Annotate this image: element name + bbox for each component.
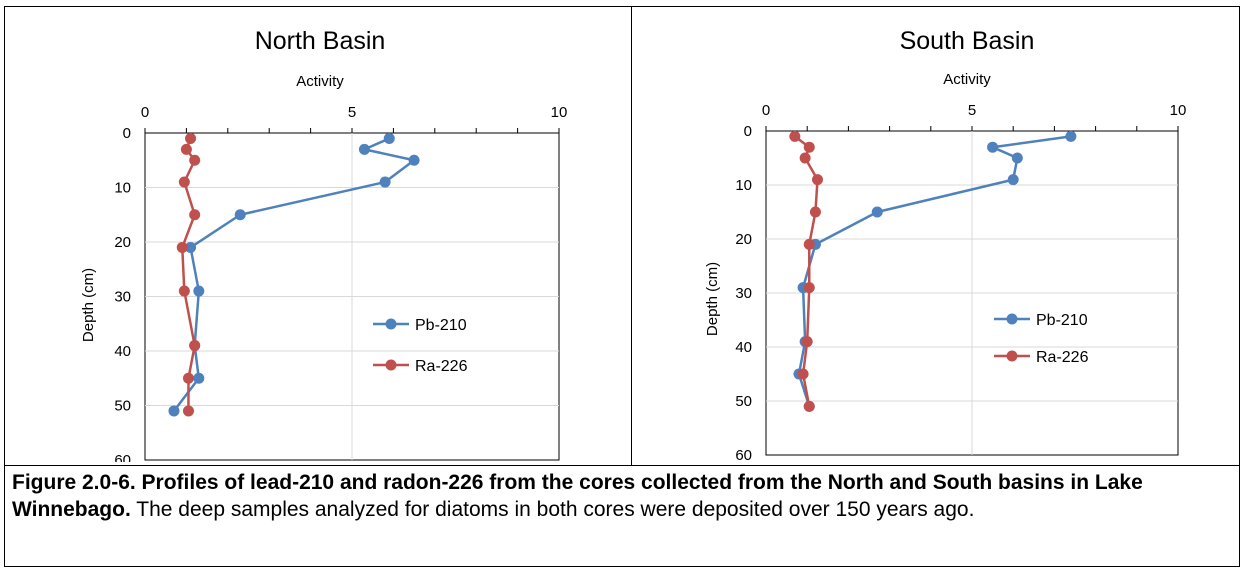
y-tick-label: 40 [114,343,131,360]
series-line-pb210 [172,137,416,412]
tick-labels: 0 5 10 0 10 20 30 40 50 60 [114,104,567,462]
data-point-ra226 [189,340,201,352]
data-point-ra226 [803,400,815,412]
data-point-pb210 [379,176,391,188]
south-basin-chart: South Basin Activity Depth (cm) 0 5 10 0… [704,27,1186,462]
caption-divider [5,465,1239,466]
legend-marker-pb210 [385,318,397,330]
y-axis-label: Depth (cm) [704,262,721,336]
data-point-pb210 [987,141,999,153]
y-tick-label: 50 [735,393,752,410]
x-tick-label: 0 [141,104,149,121]
data-point-pb210 [193,285,205,297]
data-point-ra226 [789,130,801,142]
legend: Pb-210 Ra-226 [373,317,468,375]
legend-label-ra226: Ra-226 [415,358,468,375]
y-tick-label: 10 [114,180,131,197]
data-point-pb210 [1065,130,1077,142]
legend-label-ra226: Ra-226 [1036,349,1089,366]
x-tick-label: 5 [348,104,356,121]
data-point-ra226 [812,174,823,186]
north-basin-chart: North Basin Activity Depth (cm) 0 5 10 0… [80,27,567,462]
legend-marker-ra226 [1006,350,1018,362]
chart-title: South Basin [900,27,1035,55]
data-point-pb210 [1007,174,1019,186]
data-point-ra226 [803,141,815,153]
y-tick-label: 0 [123,125,131,142]
gridlines [144,128,560,461]
x-tick-label: 10 [1170,102,1187,119]
y-tick-label: 0 [744,123,752,140]
data-point-pb210 [383,132,395,144]
data-point-ra226 [180,143,192,155]
data-point-ra226 [178,285,190,297]
legend-item-pb210: Pb-210 [994,312,1088,329]
data-point-ra226 [797,368,809,380]
legend-label-pb210: Pb-210 [415,317,467,334]
y-tick-label: 10 [735,177,752,194]
legend: Pb-210 Ra-226 [994,312,1089,366]
legend-marker-pb210 [1006,313,1018,325]
legend-item-pb210: Pb-210 [373,317,467,334]
data-point-pb210 [168,405,180,417]
data-point-ra226 [803,238,815,250]
data-point-ra226 [182,372,194,384]
data-point-ra226 [178,176,190,188]
data-point-ra226 [801,336,813,348]
data-point-ra226 [189,154,201,166]
series-layer [168,132,420,417]
gridlines [765,126,1179,456]
caption-text: The deep samples analyzed for diatoms in… [130,498,975,521]
caption-bold-text: Figure 2.0-6. Profiles of lead-210 and r… [12,471,1143,521]
y-tick-label: 20 [735,231,752,248]
x-tick-label: 5 [968,102,976,119]
x-axis-label: Activity [296,73,344,90]
y-tick-label: 20 [114,234,131,251]
data-point-pb210 [408,154,420,166]
y-tick-label: 60 [114,452,131,462]
legend-label-pb210: Pb-210 [1036,312,1088,329]
data-point-pb210 [193,372,205,384]
data-point-pb210 [871,206,883,218]
y-tick-label: 40 [735,339,752,356]
y-tick-label: 30 [735,285,752,302]
x-axis-label: Activity [943,71,991,88]
data-point-ra226 [176,241,188,253]
data-point-pb210 [358,143,370,155]
tick-labels: 0 5 10 0 10 20 30 40 50 60 [735,102,1186,462]
y-tick-label: 50 [114,398,131,415]
y-axis-label: Depth (cm) [80,268,97,342]
x-tick-label: 0 [762,102,770,119]
data-point-pb210 [234,209,246,221]
legend-item-ra226: Ra-226 [994,349,1089,366]
data-point-ra226 [185,132,197,144]
figure-caption: Figure 2.0-6. Profiles of lead-210 and r… [12,469,1232,523]
data-point-pb210 [1011,152,1023,164]
data-point-ra226 [189,209,201,221]
legend-item-ra226: Ra-226 [373,358,468,375]
legend-marker-ra226 [385,359,397,371]
figure-frame [4,6,1240,567]
x-tick-label: 10 [551,104,568,121]
data-point-ra226 [799,152,811,164]
data-point-ra226 [803,282,815,294]
data-point-ra226 [182,405,194,417]
data-point-pb210 [185,241,197,253]
panel-divider [631,7,632,465]
series-layer [789,130,1077,412]
series-line-ra226 [794,135,819,407]
chart-title: North Basin [255,27,386,55]
y-tick-label: 30 [114,289,131,306]
series-line-pb210 [797,135,1072,407]
y-tick-label: 60 [735,447,752,462]
data-point-ra226 [809,206,821,218]
series-line-ra226 [181,138,196,411]
